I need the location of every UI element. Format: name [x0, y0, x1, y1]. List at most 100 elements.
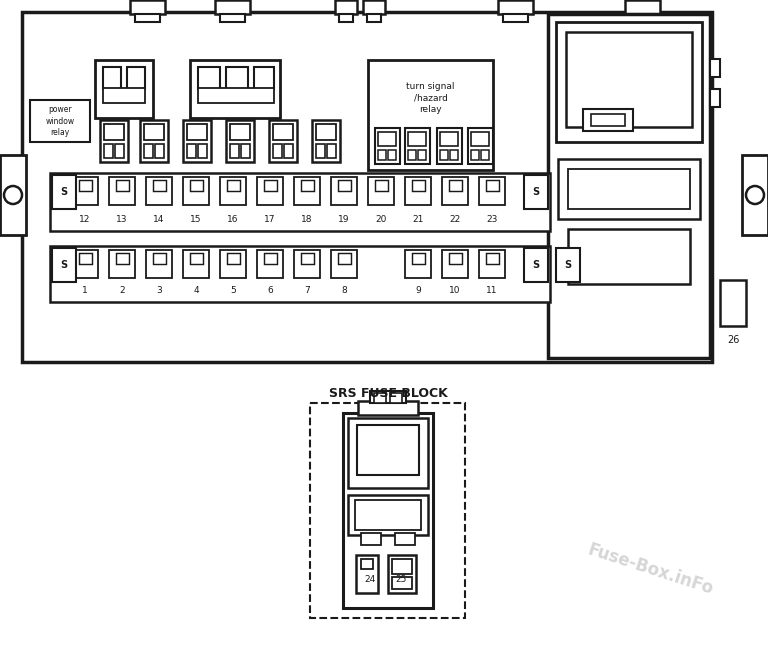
- Bar: [254, 67, 274, 89]
- Bar: [405, 177, 431, 205]
- Bar: [331, 177, 357, 205]
- Bar: [104, 144, 113, 158]
- Bar: [437, 128, 462, 164]
- Bar: [331, 250, 357, 278]
- Bar: [22, 12, 712, 362]
- Text: 20: 20: [376, 214, 386, 224]
- Bar: [556, 22, 702, 142]
- Text: power
window
relay: power window relay: [45, 105, 74, 136]
- Text: 22: 22: [449, 214, 461, 224]
- Bar: [388, 150, 396, 160]
- Bar: [104, 124, 124, 140]
- Text: 13: 13: [116, 214, 127, 224]
- Bar: [481, 150, 489, 160]
- Bar: [300, 180, 313, 191]
- Bar: [215, 0, 250, 14]
- Bar: [327, 144, 336, 158]
- Bar: [343, 413, 432, 608]
- Bar: [568, 169, 690, 209]
- Bar: [405, 128, 430, 164]
- Bar: [337, 253, 350, 264]
- Bar: [316, 124, 336, 140]
- Bar: [442, 177, 468, 205]
- Bar: [392, 577, 412, 589]
- Bar: [392, 559, 412, 574]
- Bar: [566, 32, 692, 127]
- Bar: [630, 14, 655, 22]
- Bar: [135, 14, 160, 22]
- Bar: [485, 180, 498, 191]
- Bar: [190, 60, 280, 118]
- Bar: [479, 177, 505, 205]
- Bar: [227, 253, 240, 264]
- Bar: [360, 559, 372, 569]
- Text: 24: 24: [364, 576, 375, 585]
- Bar: [356, 555, 378, 593]
- Text: 15: 15: [190, 214, 202, 224]
- Text: S: S: [61, 187, 68, 197]
- Text: S: S: [532, 260, 540, 270]
- Bar: [412, 253, 425, 264]
- Bar: [183, 120, 211, 162]
- Bar: [78, 180, 91, 191]
- Bar: [190, 253, 203, 264]
- Text: S: S: [564, 260, 571, 270]
- Bar: [524, 248, 548, 282]
- Bar: [378, 132, 396, 146]
- Bar: [115, 180, 128, 191]
- Bar: [720, 280, 746, 326]
- Text: 18: 18: [301, 214, 313, 224]
- Text: 14: 14: [154, 214, 164, 224]
- Bar: [583, 109, 633, 131]
- Bar: [144, 124, 164, 140]
- Bar: [388, 555, 415, 593]
- Bar: [440, 150, 448, 160]
- Text: 1: 1: [82, 286, 88, 295]
- Bar: [442, 250, 468, 278]
- Bar: [220, 14, 245, 22]
- Text: 8: 8: [341, 286, 347, 295]
- Bar: [368, 60, 493, 170]
- Bar: [146, 177, 172, 205]
- Text: 4: 4: [194, 286, 199, 295]
- Bar: [389, 393, 402, 403]
- Bar: [109, 177, 135, 205]
- Bar: [127, 67, 145, 89]
- Text: S: S: [61, 260, 68, 270]
- Text: 19: 19: [338, 214, 349, 224]
- Bar: [440, 132, 458, 146]
- Text: 5: 5: [230, 286, 236, 295]
- Bar: [360, 533, 380, 545]
- Bar: [395, 533, 415, 545]
- Bar: [153, 253, 165, 264]
- Bar: [405, 250, 431, 278]
- Bar: [471, 150, 479, 160]
- Text: turn signal
/hazard
relay: turn signal /hazard relay: [406, 81, 455, 114]
- Bar: [103, 88, 145, 103]
- Bar: [710, 89, 720, 107]
- Bar: [412, 180, 425, 191]
- Bar: [418, 150, 426, 160]
- Bar: [140, 120, 168, 162]
- Bar: [263, 180, 276, 191]
- Bar: [373, 393, 386, 403]
- Bar: [284, 144, 293, 158]
- Bar: [72, 250, 98, 278]
- Bar: [269, 120, 297, 162]
- Bar: [375, 128, 400, 164]
- Bar: [130, 0, 165, 14]
- Bar: [337, 180, 350, 191]
- Bar: [479, 250, 505, 278]
- Text: 6: 6: [267, 286, 273, 295]
- Bar: [548, 14, 710, 358]
- Bar: [363, 0, 385, 14]
- Bar: [450, 150, 458, 160]
- Bar: [230, 124, 250, 140]
- Text: 7: 7: [304, 286, 310, 295]
- Bar: [198, 67, 220, 89]
- Bar: [144, 144, 153, 158]
- Bar: [115, 253, 128, 264]
- Bar: [625, 0, 660, 14]
- Bar: [485, 253, 498, 264]
- Bar: [449, 253, 462, 264]
